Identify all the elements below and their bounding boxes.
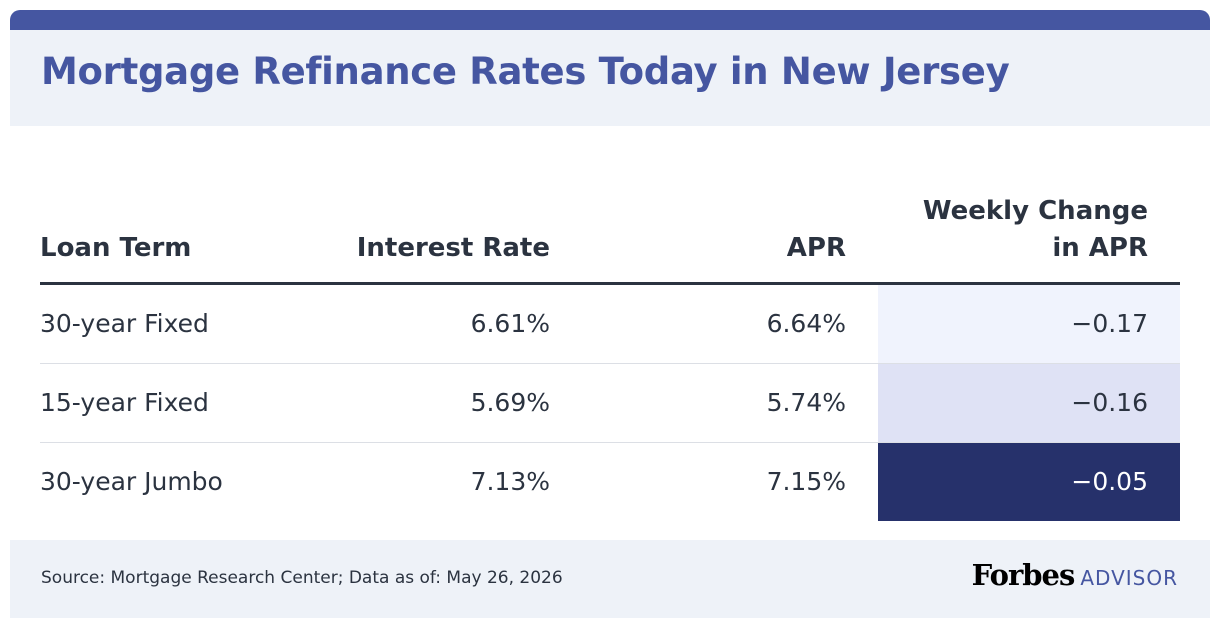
- table-header: Loan Term Interest Rate APR Weekly Chang…: [40, 185, 1180, 285]
- cell-weekly-change: −0.05: [878, 443, 1180, 521]
- cell-interest-rate: 5.69%: [470, 388, 550, 417]
- column-header-loan-term: Loan Term: [40, 233, 192, 263]
- footer-band: Source: Mortgage Research Center; Data a…: [10, 540, 1210, 618]
- cell-loan-term: 30-year Fixed: [40, 309, 209, 338]
- logo-sub: ADVISOR: [1080, 566, 1178, 590]
- column-header-apr: APR: [786, 233, 846, 263]
- cell-interest-rate: 7.13%: [470, 467, 550, 496]
- cell-weekly-change: −0.17: [878, 285, 1180, 363]
- header-band: Mortgage Refinance Rates Today in New Je…: [10, 30, 1210, 126]
- rates-table: Loan Term Interest Rate APR Weekly Chang…: [40, 185, 1180, 521]
- page-title: Mortgage Refinance Rates Today in New Je…: [41, 50, 1010, 93]
- cell-loan-term: 15-year Fixed: [40, 388, 209, 417]
- column-header-weekly-change: Weekly Change in APR: [848, 193, 1148, 267]
- forbes-advisor-logo: Forbes ADVISOR: [972, 558, 1178, 592]
- rates-card: Mortgage Refinance Rates Today in New Je…: [10, 10, 1210, 618]
- cell-weekly-change: −0.16: [878, 364, 1180, 442]
- column-header-interest-rate: Interest Rate: [356, 233, 550, 263]
- table-row: 30-year Jumbo 7.13% 7.15% −0.05: [40, 443, 1180, 521]
- cell-apr: 7.15%: [766, 467, 846, 496]
- cell-apr: 5.74%: [766, 388, 846, 417]
- source-note: Source: Mortgage Research Center; Data a…: [41, 568, 563, 588]
- logo-brand: Forbes: [971, 558, 1076, 592]
- top-accent-bar: [10, 10, 1210, 30]
- header-rule: [40, 282, 1180, 285]
- column-header-weekly-change-line2: in APR: [1052, 233, 1148, 263]
- column-header-weekly-change-line1: Weekly Change: [922, 196, 1148, 226]
- cell-interest-rate: 6.61%: [470, 309, 550, 338]
- cell-loan-term: 30-year Jumbo: [40, 467, 223, 496]
- cell-apr: 6.64%: [766, 309, 846, 338]
- table-row: 30-year Fixed 6.61% 6.64% −0.17: [40, 285, 1180, 364]
- table-row: 15-year Fixed 5.69% 5.74% −0.16: [40, 364, 1180, 443]
